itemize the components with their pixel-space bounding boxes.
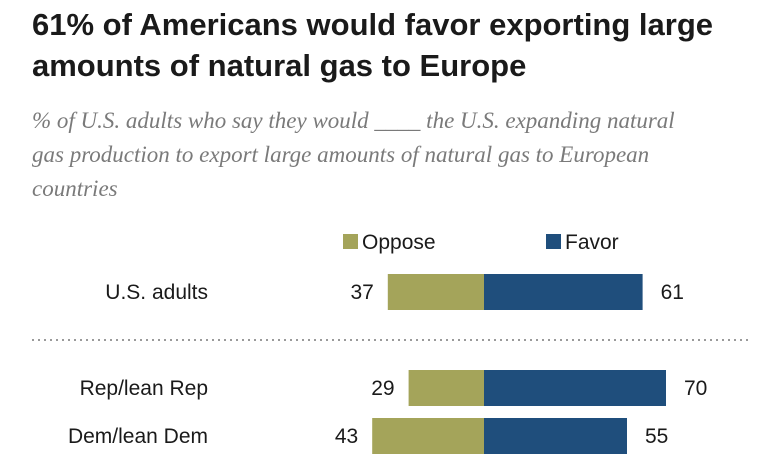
value-label-favor-dem-lean-dem: 55 xyxy=(645,425,668,448)
legend-swatch-oppose xyxy=(343,234,358,249)
legend-swatch-favor xyxy=(546,234,561,249)
value-label-favor-rep-lean-rep: 70 xyxy=(684,377,707,400)
legend-label-favor: Favor xyxy=(565,231,619,254)
bar-oppose-rep-lean-rep xyxy=(408,370,484,406)
bars-group: U.S. adults 37 61 Rep/lean Rep 29 70 Dem/lean … xyxy=(68,274,707,454)
bar-favor-dem-lean-dem xyxy=(484,418,627,454)
bar-favor-u-s-adults xyxy=(484,274,643,310)
legend-label-oppose: Oppose xyxy=(362,231,436,254)
value-label-oppose-rep-lean-rep: 29 xyxy=(371,377,394,400)
value-label-oppose-u-s-adults: 37 xyxy=(350,281,373,304)
chart-subtitle: % of U.S. adults who say they would ____… xyxy=(32,108,675,201)
category-label-rep-lean-rep: Rep/lean Rep xyxy=(80,377,208,400)
chart-legend: Oppose Favor xyxy=(343,231,619,254)
value-label-favor-u-s-adults: 61 xyxy=(661,281,684,304)
bar-oppose-dem-lean-dem xyxy=(372,418,484,454)
chart-title: 61% of Americans would favor exporting l… xyxy=(32,7,714,83)
category-label-u-s-adults: U.S. adults xyxy=(105,281,208,304)
value-label-oppose-dem-lean-dem: 43 xyxy=(335,425,358,448)
bar-oppose-u-s-adults xyxy=(387,274,484,310)
bar-favor-rep-lean-rep xyxy=(484,370,666,406)
category-label-dem-lean-dem: Dem/lean Dem xyxy=(68,425,208,448)
